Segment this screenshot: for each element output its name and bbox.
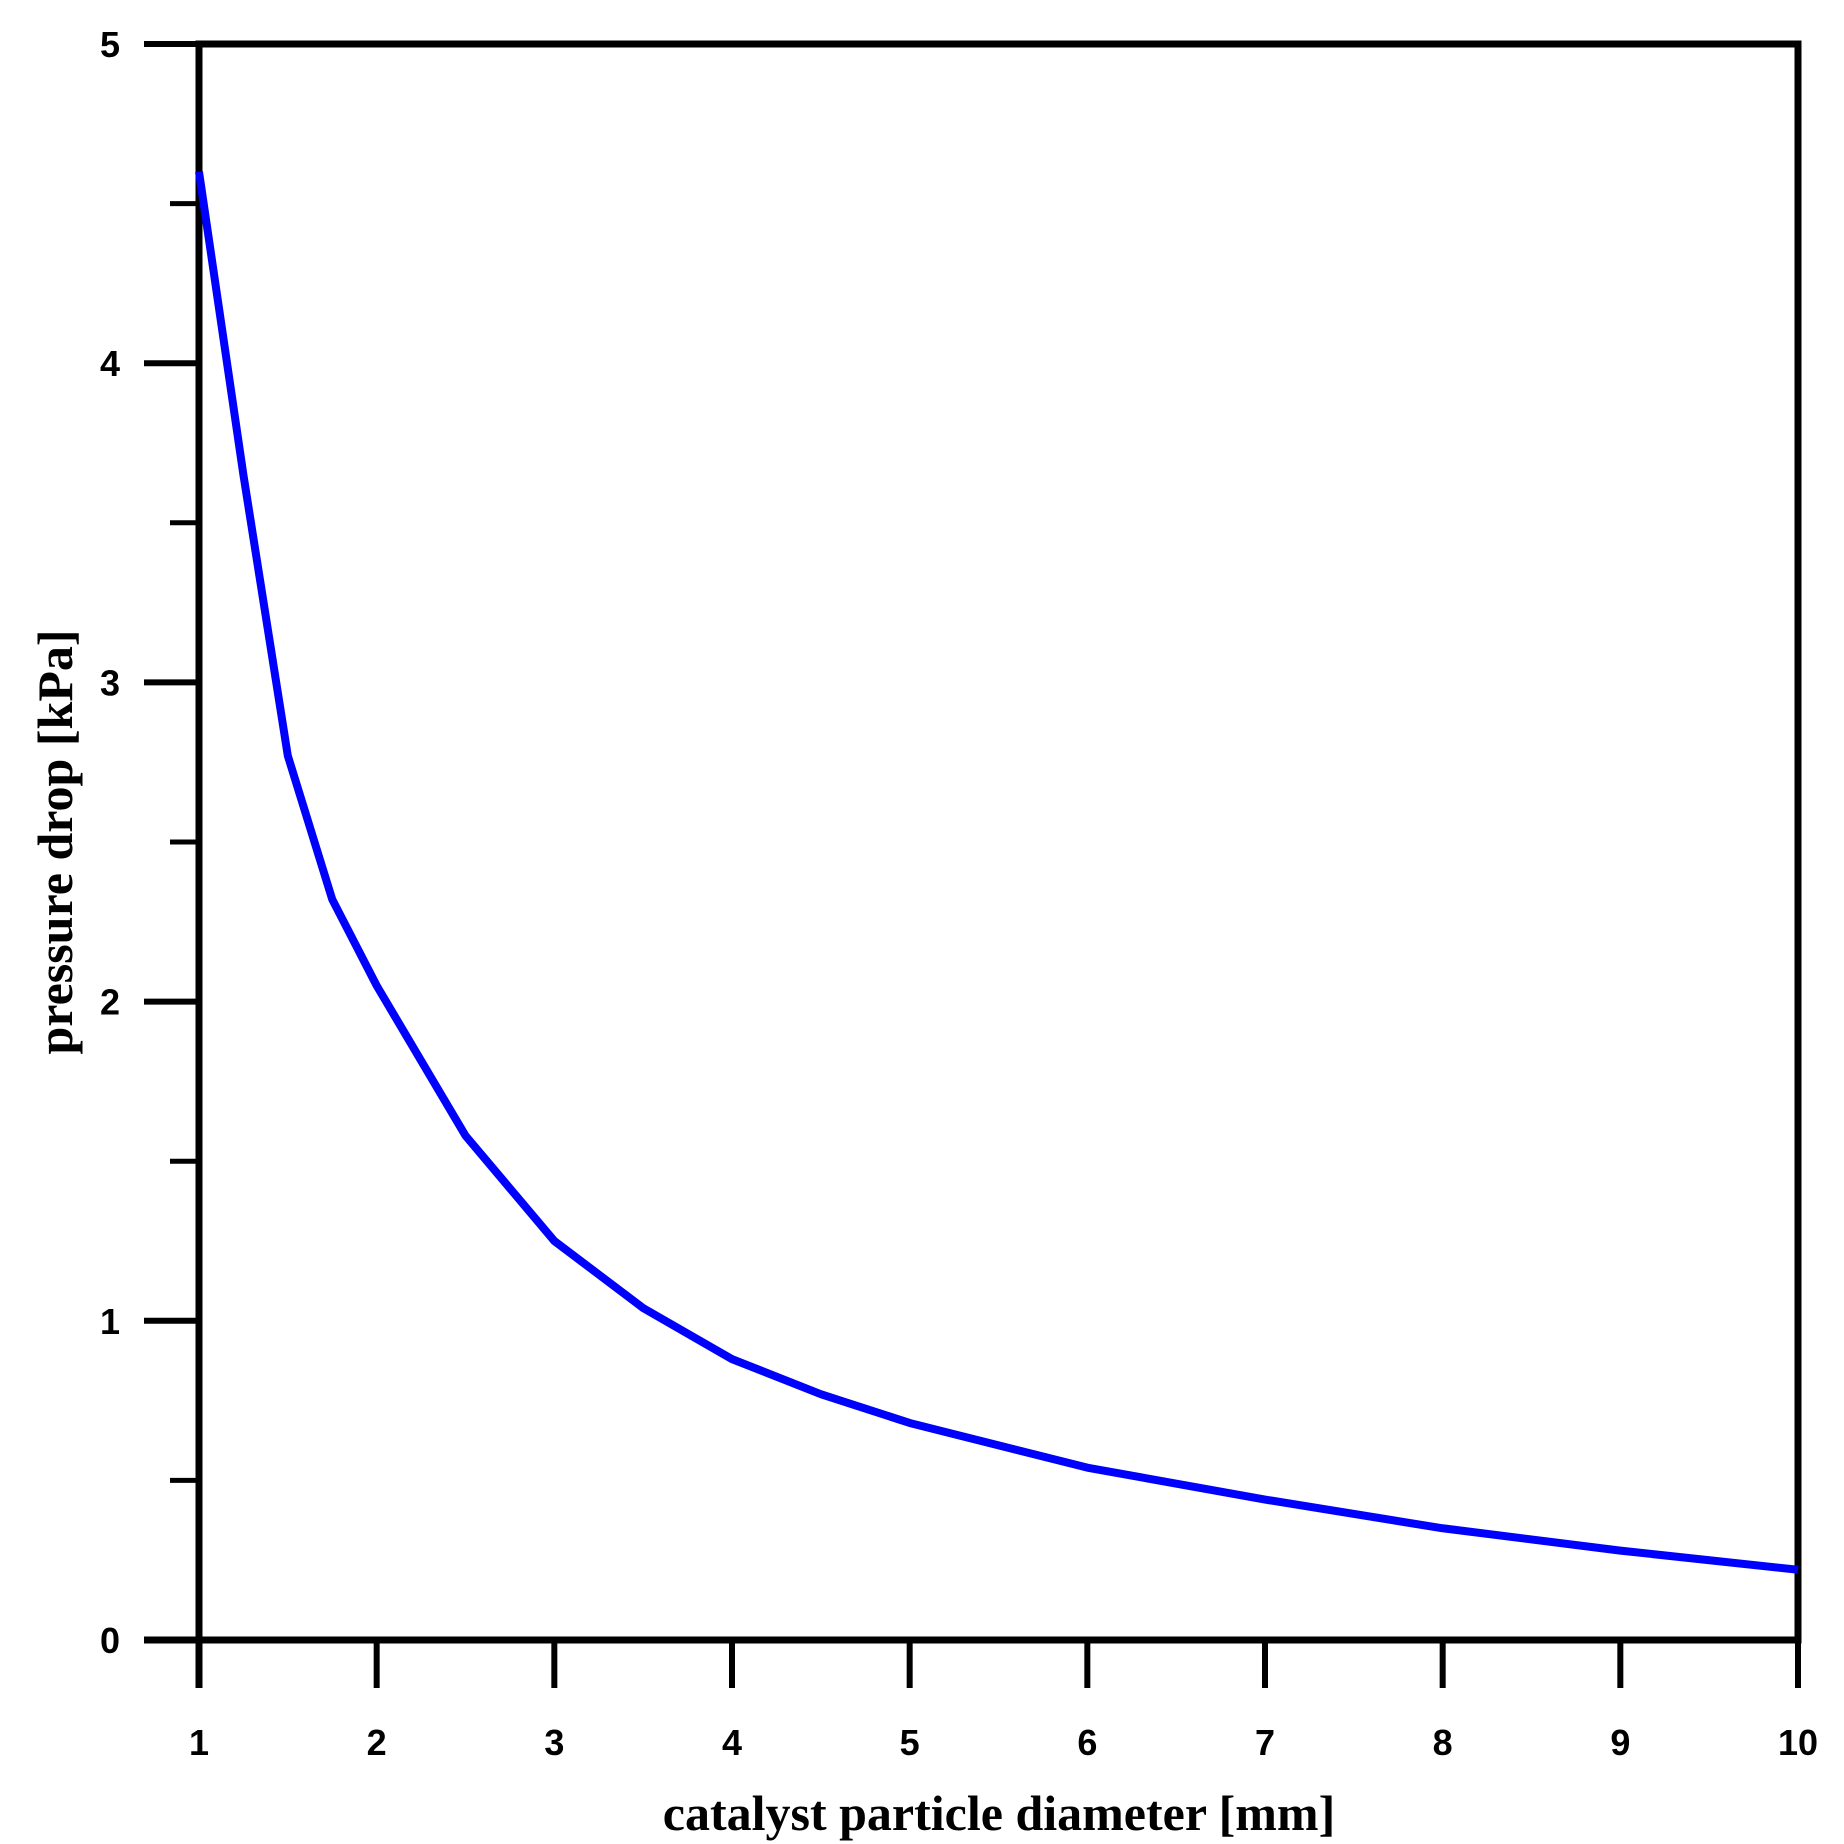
y-tick-label: 0 [100,1620,120,1661]
x-axis-title: catalyst particle diameter [mm] [663,1785,1335,1841]
x-tick-label: 1 [189,1722,209,1763]
y-tick-label: 2 [100,982,120,1023]
data-line [195,171,1799,1574]
y-tick-label: 3 [100,662,120,703]
x-tick-label: 5 [900,1722,920,1763]
plot-frame [195,40,1802,1644]
x-tick-label: 10 [1778,1722,1818,1763]
x-tick-label: 6 [1077,1722,1097,1763]
x-tick-label: 9 [1610,1722,1630,1763]
x-tick-label: 2 [367,1722,387,1763]
y-axis-title: pressure drop [kPa] [27,629,83,1054]
y-tick-label: 5 [100,24,120,65]
y-tick-label: 1 [100,1301,120,1342]
x-tick-label: 3 [544,1722,564,1763]
y-tick-label: 4 [100,343,120,384]
x-tick-label: 7 [1255,1722,1275,1763]
x-tick-label: 4 [722,1722,742,1763]
x-tick-label: 8 [1433,1722,1453,1763]
